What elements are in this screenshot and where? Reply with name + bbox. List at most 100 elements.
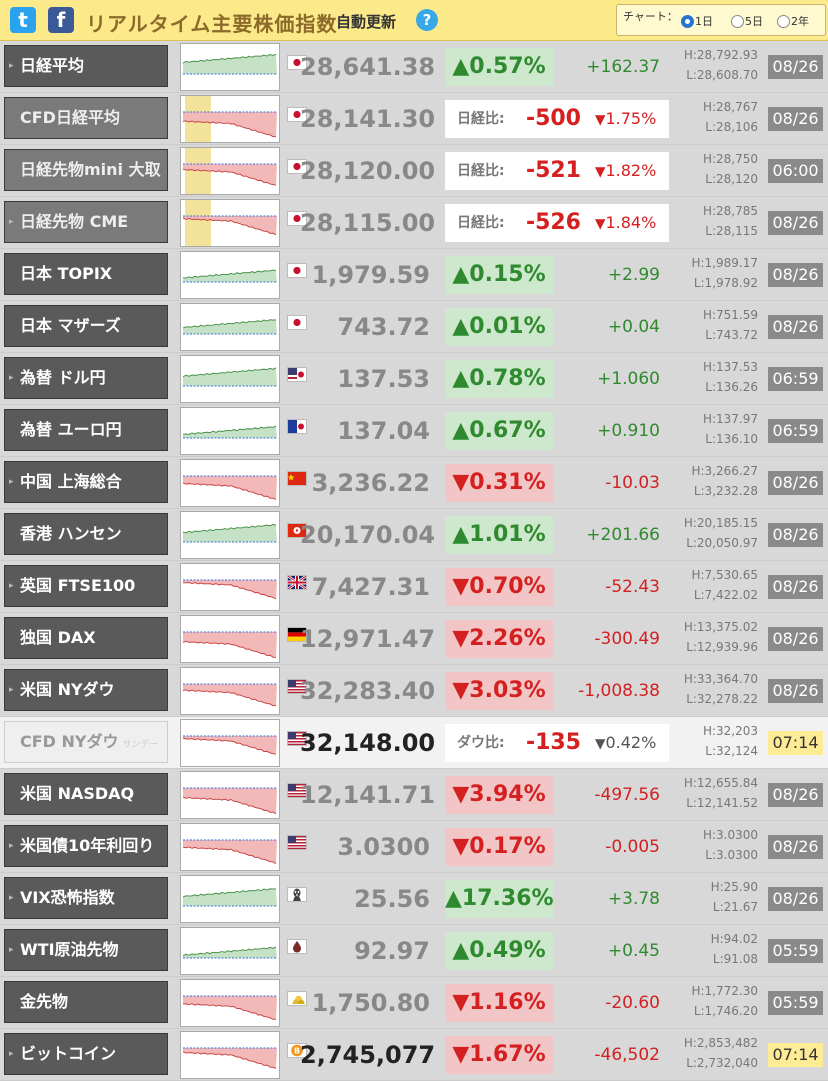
table-row[interactable]: 金先物 1,750.80 ▼1.16% -20.60 H:1,772.30 L:1,746… <box>0 977 828 1029</box>
table-row[interactable]: 日本 マザーズ 743.72 ▲0.01% +0.04 H:751.59 L:743.72… <box>0 301 828 353</box>
up-triangle-icon: ▲ <box>452 262 470 287</box>
mini-chart[interactable] <box>180 407 280 455</box>
table-row[interactable]: ▸ WTI原油先物 92.97 ▲0.49% +0.45 H:94.02 L:91.08 05… <box>0 925 828 977</box>
expand-arrow-icon: ▸ <box>9 893 14 903</box>
mini-chart[interactable] <box>180 1031 280 1079</box>
help-icon[interactable]: ? <box>416 9 438 31</box>
index-name-button[interactable]: 香港 ハンセン <box>4 513 168 555</box>
mini-chart[interactable] <box>180 667 280 715</box>
table-row[interactable]: 香港 ハンセン 20,170.04 ▲1.01% +201.66 H:20,185.15… <box>0 509 828 561</box>
index-name-button[interactable]: 日本 マザーズ <box>4 305 168 347</box>
mini-chart[interactable] <box>180 719 280 767</box>
change-percent: ▼0.70% <box>445 568 553 606</box>
table-row[interactable]: CFD NYダウ サンデー 32,148.00 ダウ比: -135 ▼0.42% H:32,… <box>0 717 828 769</box>
bitcoin-icon: B <box>287 1043 307 1058</box>
up-triangle-icon: ▲ <box>452 418 470 443</box>
table-row[interactable]: 日経先物mini 大取 28,120.00 日経比: -521 ▼1.82% H:28,7… <box>0 145 828 197</box>
low-value: L:12,939.96 <box>686 640 758 654</box>
index-name-button[interactable]: ▸ 米国 NYダウ <box>4 669 168 711</box>
expand-arrow-icon: ▸ <box>9 373 14 383</box>
expand-arrow-icon: ▸ <box>9 685 14 695</box>
mini-chart[interactable] <box>180 927 280 975</box>
index-name-button[interactable]: CFD NYダウ サンデー <box>4 721 168 763</box>
mini-chart[interactable] <box>180 303 280 351</box>
update-time-badge: 07:14 <box>768 1043 823 1067</box>
facebook-icon[interactable]: f <box>48 7 74 33</box>
index-name-button[interactable]: 米国 NASDAQ <box>4 773 168 815</box>
table-row[interactable]: ▸ 日経先物 CME 28,115.00 日経比: -526 ▼1.84% H:28,785… <box>0 197 828 249</box>
auto-update-label[interactable]: 自動更新 <box>336 13 397 31</box>
mini-chart[interactable] <box>180 355 280 403</box>
high-low: H:3.0300 L:3.0300 <box>664 825 758 869</box>
period-option-2y[interactable]: 2年 <box>777 13 809 29</box>
index-name-button[interactable]: 日本 TOPIX <box>4 253 168 295</box>
change-percent-value: 0.31% <box>469 470 546 495</box>
mini-chart[interactable] <box>180 147 280 195</box>
index-name-button[interactable]: ▸ 米国債10年利回り <box>4 825 168 867</box>
expand-arrow-icon: ▸ <box>9 1049 14 1059</box>
mini-chart[interactable] <box>180 251 280 299</box>
period-option-1d[interactable]: 1日 <box>681 13 713 29</box>
table-row[interactable]: ▸ 米国 NYダウ 32,283.40 ▼3.03% -1,008.38 H:33,364… <box>0 665 828 717</box>
index-name-button[interactable]: ▸ 中国 上海総合 <box>4 461 168 503</box>
index-name-button[interactable]: ▸ 英国 FTSE100 <box>4 565 168 607</box>
high-low: H:13,375.02 L:12,939.96 <box>664 617 758 661</box>
down-triangle-icon: ▼ <box>595 112 606 128</box>
table-row[interactable]: 米国 NASDAQ 12,141.71 ▼3.94% -497.56 H:12,655.… <box>0 769 828 821</box>
price-value: 137.04 <box>337 417 430 445</box>
high-value: H:28,750 <box>702 152 758 166</box>
index-name-button[interactable]: ▸ 為替 ドル円 <box>4 357 168 399</box>
table-row[interactable]: 為替 ユーロ円 137.04 ▲0.67% +0.910 H:137.97 L:136.1… <box>0 405 828 457</box>
chart-area <box>183 788 277 814</box>
table-row[interactable]: CFD日経平均 28,141.30 日経比: -500 ▼1.75% H:28,767 L:… <box>0 93 828 145</box>
period-option-5d[interactable]: 5日 <box>731 13 763 29</box>
mini-chart[interactable] <box>180 199 280 247</box>
mini-chart[interactable] <box>180 875 280 923</box>
table-row[interactable]: 独国 DAX 12,971.47 ▼2.26% -300.49 H:13,375.02 L… <box>0 613 828 665</box>
chart-line <box>182 217 277 236</box>
chart-area <box>183 54 277 74</box>
table-row[interactable]: ▸ 中国 上海総合 3,236.22 ▼0.31% -10.03 H:3,266.27 L:… <box>0 457 828 509</box>
table-row[interactable]: 日本 TOPIX 1,979.59 ▲0.15% +2.99 H:1,989.17 L:1… <box>0 249 828 301</box>
index-name-button[interactable]: ▸ 日経平均 <box>4 45 168 87</box>
index-name-button[interactable]: ▸ ビットコイン <box>4 1033 168 1075</box>
mini-chart[interactable] <box>180 511 280 559</box>
price-value: 25.56 <box>354 885 430 913</box>
table-row[interactable]: ▸ 英国 FTSE100 7,427.31 ▼0.70% -52.43 H:7,530.6… <box>0 561 828 613</box>
index-name-button[interactable]: 金先物 <box>4 981 168 1023</box>
mini-chart[interactable] <box>180 823 280 871</box>
chart-line <box>182 946 277 957</box>
table-row[interactable]: ▸ 日経平均 28,641.38 ▲0.57% +162.37 H:28,792.93 L:… <box>0 41 828 93</box>
down-triangle-icon: ▼ <box>595 216 606 232</box>
low-value: L:136.10 <box>705 432 758 446</box>
comparison-pct-value: 1.82% <box>605 161 657 180</box>
mini-chart[interactable] <box>180 563 280 611</box>
table-row[interactable]: ▸ 為替 ドル円 137.53 ▲0.78% +1.060 H:137.53 L:136.2… <box>0 353 828 405</box>
eu-jp-flag <box>287 419 307 434</box>
mini-chart[interactable] <box>180 43 280 91</box>
index-name-button[interactable]: ▸ 日経先物 CME <box>4 201 168 243</box>
index-name-button[interactable]: 日経先物mini 大取 <box>4 149 168 191</box>
table-row[interactable]: ▸ ビットコイン B 2,745,077 ▼1.67% -46,502 H:2,853,48… <box>0 1029 828 1081</box>
low-value: L:2,732,040 <box>686 1056 758 1070</box>
change-percent-value: 0.70% <box>469 574 546 599</box>
mini-chart[interactable] <box>180 95 280 143</box>
down-triangle-icon: ▼ <box>452 834 470 859</box>
index-name-button[interactable]: CFD日経平均 <box>4 97 168 139</box>
mini-chart[interactable] <box>180 771 280 819</box>
twitter-icon[interactable]: t <box>10 7 36 33</box>
index-name-button[interactable]: ▸ VIX恐怖指数 <box>4 877 168 919</box>
change-value: -300.49 <box>594 629 660 649</box>
mini-chart[interactable] <box>180 615 280 663</box>
index-name-button[interactable]: 独国 DAX <box>4 617 168 659</box>
mini-chart[interactable] <box>180 979 280 1027</box>
chart-area <box>183 580 277 599</box>
mini-chart[interactable] <box>180 459 280 507</box>
index-name-button[interactable]: ▸ WTI原油先物 <box>4 929 168 971</box>
table-row[interactable]: ▸ VIX恐怖指数 25.56 ▲17.36% +3.78 H:25.90 L:21.67 0… <box>0 873 828 925</box>
table-row[interactable]: ▸ 米国債10年利回り 3.0300 ▼0.17% -0.005 H:3.0300 L:3.… <box>0 821 828 873</box>
index-name-button[interactable]: 為替 ユーロ円 <box>4 409 168 451</box>
oil-drop-icon <box>287 939 307 954</box>
high-value: H:3,266.27 <box>691 464 758 478</box>
down-triangle-icon: ▼ <box>595 736 606 752</box>
